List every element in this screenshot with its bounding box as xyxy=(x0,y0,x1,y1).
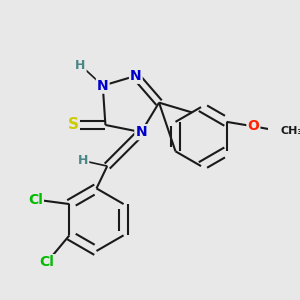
Text: N: N xyxy=(97,79,109,93)
Text: N: N xyxy=(135,125,147,139)
Text: O: O xyxy=(248,119,259,133)
Text: Cl: Cl xyxy=(28,193,43,207)
Text: S: S xyxy=(68,118,79,133)
Text: Cl: Cl xyxy=(40,255,55,269)
Text: H: H xyxy=(78,154,88,167)
Text: CH₃: CH₃ xyxy=(280,126,300,136)
Text: N: N xyxy=(130,69,142,83)
Text: H: H xyxy=(75,58,85,72)
